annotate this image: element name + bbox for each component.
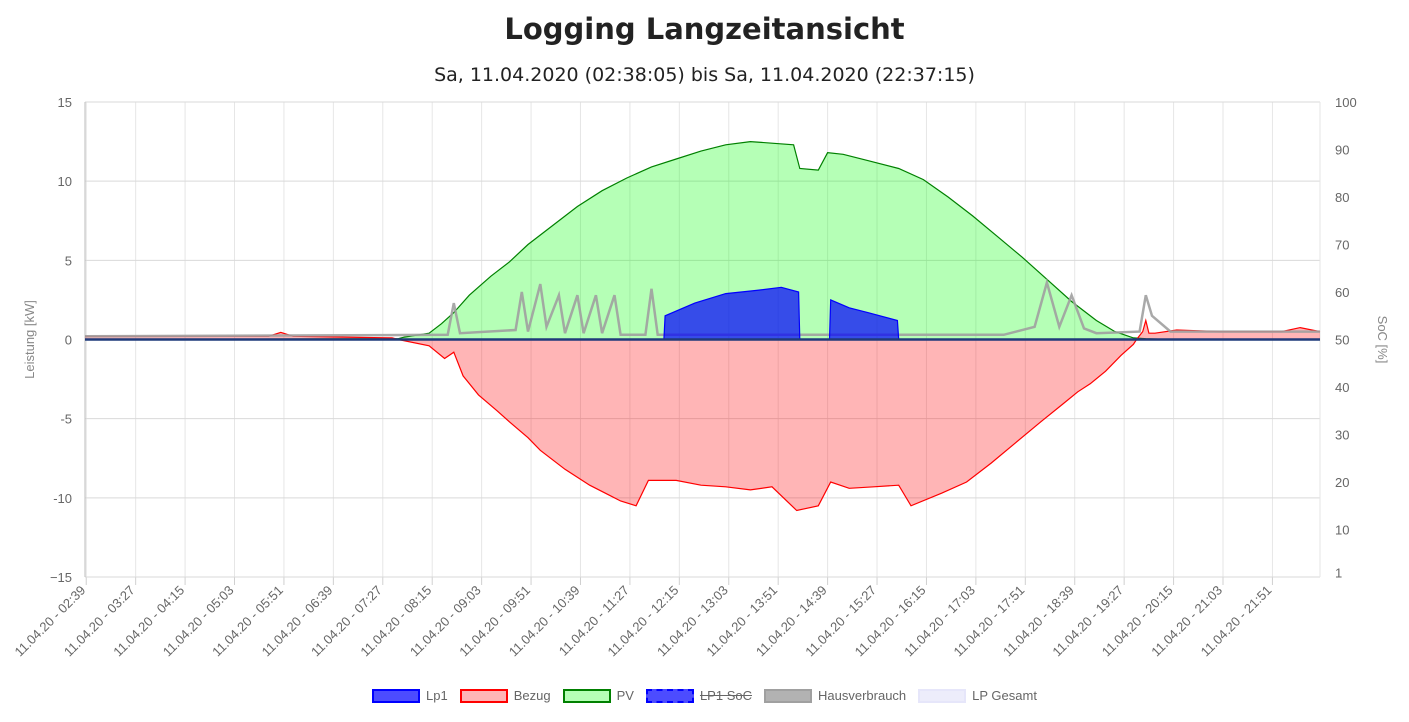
- chart-subtitle: Sa, 11.04.2020 (02:38:05) bis Sa, 11.04.…: [434, 64, 975, 86]
- y-left-tick-label: 5: [65, 253, 72, 268]
- y-left-tick-label: 15: [58, 95, 72, 110]
- y-right-tick-label: 40: [1335, 380, 1349, 395]
- y-right-tick-label: 1: [1335, 565, 1342, 580]
- legend-item-lp-gesamt[interactable]: LP Gesamt: [918, 688, 1037, 703]
- series-lp1-line: [663, 286, 900, 341]
- legend-item-bezug[interactable]: Bezug: [459, 688, 551, 703]
- legend-swatch: [562, 688, 611, 703]
- legend-swatch: [764, 688, 812, 703]
- legend-swatch: [459, 688, 508, 703]
- legend-item-hausverbrauch[interactable]: Hausverbrauch: [764, 688, 906, 703]
- y-left-axis-title: Leistung [kW]: [22, 300, 37, 379]
- y-right-tick-label: 80: [1335, 190, 1349, 205]
- y-left-tick-label: -5: [60, 412, 72, 427]
- y-right-tick-label: 70: [1335, 238, 1349, 253]
- legend-label: LP1 SoC: [699, 688, 752, 703]
- legend-item-lp1-soc[interactable]: LP1 SoC: [645, 688, 752, 703]
- y-left-tick-label: 10: [58, 174, 72, 189]
- series-lp1-area: [663, 287, 899, 340]
- y-left-tick-label: −15: [50, 570, 72, 585]
- legend-swatch: [918, 688, 967, 703]
- legend-label: PV: [616, 688, 634, 703]
- y-right-axis-title: SoC [%]: [1375, 316, 1390, 364]
- chart-title: Logging Langzeitansicht: [504, 12, 905, 46]
- series-hausverbrauch-line: [84, 277, 1320, 338]
- y-right-tick-label: 50: [1335, 333, 1349, 348]
- y-right-tick-label: 60: [1335, 285, 1349, 300]
- legend-item-lp1[interactable]: Lp1: [372, 688, 448, 703]
- y-right-tick-label: 10: [1335, 523, 1349, 538]
- y-left-tick-label: 0: [65, 333, 72, 348]
- series-bezug-line: [85, 318, 1321, 512]
- y-right-tick-label: 100: [1335, 95, 1357, 110]
- y-right-tick-label: 20: [1335, 475, 1349, 490]
- y-right-tick-label: 90: [1335, 143, 1349, 158]
- legend-swatch: [372, 688, 421, 703]
- series-pv-area: [85, 141, 1320, 340]
- legend-label: Bezug: [513, 688, 551, 703]
- series-bezug-area: [85, 320, 1320, 511]
- legend-label: Lp1: [426, 688, 448, 703]
- y-right-tick-label: 30: [1335, 428, 1349, 443]
- series-pv-line: [84, 140, 1320, 341]
- legend-label: LP Gesamt: [972, 688, 1037, 703]
- chart-legend: Lp1 Bezug PV LP1 SoC Hausverbrauch LP Gesamt: [0, 688, 1409, 703]
- legend-swatch: [645, 688, 694, 703]
- legend-item-pv[interactable]: PV: [562, 688, 634, 703]
- legend-label: Hausverbrauch: [818, 688, 907, 703]
- y-left-tick-label: -10: [53, 491, 72, 506]
